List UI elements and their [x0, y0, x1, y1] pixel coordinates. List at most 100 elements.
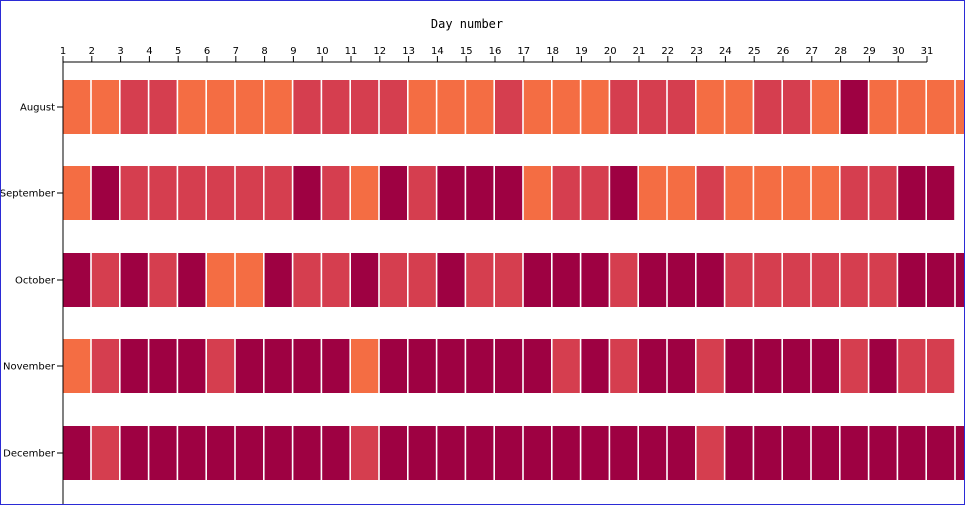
- heatmap-cell: [927, 80, 955, 134]
- heatmap-cell: [120, 166, 148, 220]
- heatmap-cell: [293, 339, 321, 393]
- heatmap-cell: [667, 426, 695, 480]
- heatmap-cell: [581, 253, 609, 307]
- heatmap-cell: [120, 80, 148, 134]
- heatmap-cell: [955, 426, 964, 480]
- heatmap-cell: [927, 339, 955, 393]
- heatmap-cell: [437, 166, 465, 220]
- heatmap-cell: [898, 253, 926, 307]
- x-tick-label: 17: [517, 46, 530, 57]
- y-tick-label: November: [3, 362, 56, 373]
- heatmap-cell: [581, 166, 609, 220]
- heatmap-cell: [91, 426, 119, 480]
- heatmap-cell: [235, 80, 263, 134]
- x-tick-label: 20: [604, 46, 617, 57]
- x-tick-label: 29: [863, 46, 876, 57]
- x-tick-label: 8: [261, 46, 267, 57]
- x-tick-label: 4: [146, 46, 152, 57]
- heatmap-cell: [178, 339, 206, 393]
- heatmap-cell: [495, 426, 523, 480]
- heatmap-cell: [667, 166, 695, 220]
- heatmap-cell: [207, 166, 235, 220]
- heatmap-cell: [149, 426, 177, 480]
- heatmap-cell: [264, 166, 292, 220]
- heatmap-cell: [466, 253, 494, 307]
- x-tick-label: 28: [834, 46, 847, 57]
- x-tick-label: 3: [117, 46, 123, 57]
- heatmap-cell: [120, 253, 148, 307]
- x-tick-label: 7: [233, 46, 239, 57]
- heatmap-cell: [898, 426, 926, 480]
- x-tick-label: 23: [690, 46, 703, 57]
- x-tick-label: 24: [719, 46, 732, 57]
- heatmap-cell: [91, 253, 119, 307]
- heatmap-cell: [840, 426, 868, 480]
- heatmap-cell: [351, 253, 379, 307]
- heatmap-cell: [149, 80, 177, 134]
- heatmap-cell: [639, 339, 667, 393]
- heatmap-cell: [322, 166, 350, 220]
- heatmap-cell: [869, 166, 897, 220]
- heatmap-cell: [610, 426, 638, 480]
- heatmap-cell: [178, 166, 206, 220]
- heatmap-cell: [869, 80, 897, 134]
- heatmap-cell: [437, 339, 465, 393]
- heatmap-cell: [667, 253, 695, 307]
- x-tick-label: 11: [345, 46, 358, 57]
- heatmap-cell: [91, 166, 119, 220]
- heatmap-cell: [322, 426, 350, 480]
- heatmap-cell: [466, 426, 494, 480]
- heatmap-cell: [207, 80, 235, 134]
- heatmap-cell: [581, 80, 609, 134]
- heatmap-cell: [63, 339, 91, 393]
- x-tick-label: 2: [89, 46, 95, 57]
- heatmap-cell: [955, 80, 964, 134]
- x-tick-label: 19: [575, 46, 588, 57]
- y-tick-label: December: [3, 449, 56, 460]
- heatmap-cell: [207, 426, 235, 480]
- heatmap-cell: [725, 253, 753, 307]
- x-tick-label: 14: [431, 46, 444, 57]
- heatmap-cell: [811, 253, 839, 307]
- x-tick-label: 18: [546, 46, 559, 57]
- heatmap-cell: [523, 253, 551, 307]
- heatmap-cell: [379, 426, 407, 480]
- x-tick-label: 15: [460, 46, 473, 57]
- x-tick-label: 31: [921, 46, 934, 57]
- x-tick-label: 27: [805, 46, 818, 57]
- x-tick-label: 6: [204, 46, 210, 57]
- heatmap-cell: [264, 426, 292, 480]
- heatmap-cell: [610, 166, 638, 220]
- heatmap-cell: [264, 253, 292, 307]
- heatmap-cell: [725, 166, 753, 220]
- heatmap-cell: [178, 426, 206, 480]
- x-tick-label: 13: [402, 46, 415, 57]
- heatmap-cell: [811, 80, 839, 134]
- heatmap-cell: [63, 80, 91, 134]
- heatmap-cell: [898, 80, 926, 134]
- heatmap-cell: [811, 166, 839, 220]
- heatmap-cell: [955, 253, 964, 307]
- heatmap-cell: [322, 253, 350, 307]
- heatmap-cell: [696, 80, 724, 134]
- y-tick-label: September: [1, 189, 56, 200]
- heatmap-cell: [725, 339, 753, 393]
- y-tick-label: October: [15, 276, 56, 287]
- heatmap-cell: [523, 166, 551, 220]
- heatmap-cell: [639, 426, 667, 480]
- x-tick-label: 21: [633, 46, 646, 57]
- heatmap-cell: [667, 339, 695, 393]
- x-tick-label: 12: [373, 46, 386, 57]
- heatmap-cell: [63, 426, 91, 480]
- heatmap-cell: [523, 426, 551, 480]
- heatmap-cell: [351, 426, 379, 480]
- heatmap-cell: [264, 339, 292, 393]
- heatmap-cell: [667, 80, 695, 134]
- heatmap-cell: [696, 339, 724, 393]
- heatmap-cell: [466, 80, 494, 134]
- chart-title: Day number: [431, 17, 503, 31]
- heatmap-cell: [437, 253, 465, 307]
- heatmap-cell: [235, 426, 263, 480]
- heatmap-cell: [149, 339, 177, 393]
